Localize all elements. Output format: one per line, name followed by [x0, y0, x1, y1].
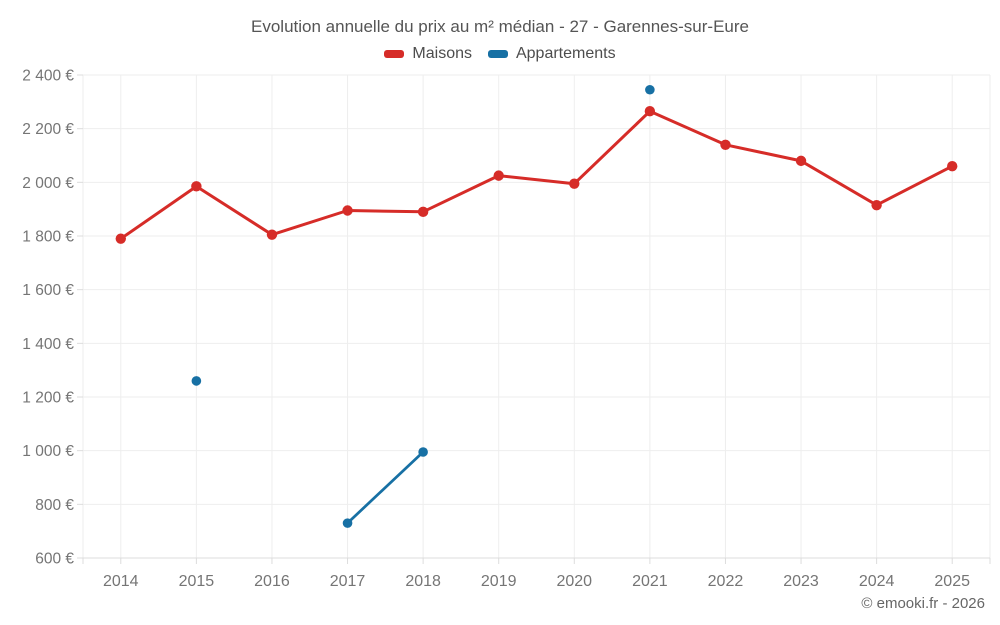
maisons-point[interactable]	[342, 205, 353, 216]
maisons-point[interactable]	[871, 199, 882, 211]
y-tick-label: 2 400 €	[22, 68, 74, 85]
x-tick-label: 2020	[556, 573, 592, 590]
y-tick-label: 800 €	[35, 497, 74, 514]
y-tick-label: 1 800 €	[22, 229, 74, 246]
appartements-point[interactable]	[342, 518, 353, 528]
y-tick-label: 2 000 €	[22, 175, 74, 192]
y-tick-label: 1 600 €	[22, 282, 74, 299]
x-tick-label: 2024	[859, 573, 895, 590]
maisons-point[interactable]	[115, 233, 126, 244]
maisons-point[interactable]	[947, 161, 958, 172]
chart-title: Evolution annuelle du prix au m² médian …	[251, 17, 749, 36]
appartements-point[interactable]	[645, 84, 655, 95]
x-tick-label: 2023	[783, 573, 819, 590]
appartements-point[interactable]	[191, 376, 202, 386]
legend-item-maisons[interactable]: Maisons	[384, 45, 472, 63]
maisons-point[interactable]	[795, 155, 807, 167]
x-tick-label: 2014	[103, 573, 139, 590]
maisons-point[interactable]	[644, 106, 656, 117]
y-tick-label: 1 000 €	[22, 443, 74, 460]
x-tick-label: 2018	[405, 573, 441, 590]
y-tick-label: 2 200 €	[22, 121, 74, 138]
appartements-point[interactable]	[418, 447, 428, 457]
appartements-line	[346, 450, 425, 525]
y-tick-label: 600 €	[35, 551, 74, 568]
maisons-point[interactable]	[493, 170, 504, 181]
legend-item-appartements[interactable]: Appartements	[487, 45, 616, 63]
x-tick-label: 2015	[179, 573, 215, 590]
maisons-point[interactable]	[417, 206, 429, 218]
maisons-color-swatch-icon	[384, 50, 405, 58]
maisons-point[interactable]	[191, 181, 202, 192]
x-tick-label: 2021	[632, 573, 668, 590]
maisons-point[interactable]	[720, 139, 731, 150]
y-tick-label: 1 200 €	[22, 390, 74, 407]
copyright: © emooki.fr - 2026	[861, 595, 985, 612]
maisons-line	[119, 109, 954, 241]
maisons-point[interactable]	[266, 229, 278, 240]
x-tick-label: 2016	[254, 573, 290, 590]
x-tick-label: 2017	[330, 573, 366, 590]
maisons-point[interactable]	[569, 178, 580, 189]
appartements-color-swatch-icon	[487, 50, 508, 58]
x-tick-label: 2022	[708, 573, 744, 590]
x-tick-label: 2025	[934, 573, 970, 590]
y-tick-label: 1 400 €	[22, 336, 74, 353]
legend-label-appartements: Appartements	[515, 45, 616, 62]
legend: Maisons Appartements	[0, 45, 1000, 63]
x-tick-label: 2019	[481, 573, 517, 590]
legend-label-maisons: Maisons	[412, 45, 472, 62]
